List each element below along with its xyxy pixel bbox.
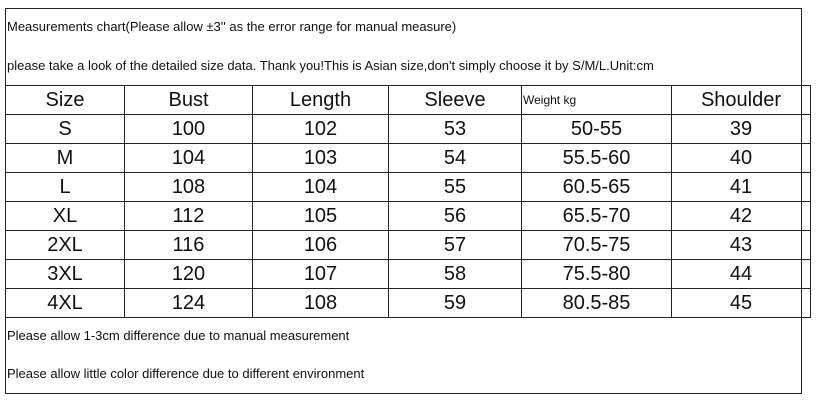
size-row: S 100 102 53 50-55 39: [5, 114, 811, 144]
column-header: Size: [5, 85, 125, 115]
cell: XL: [5, 201, 125, 231]
cell: 45: [671, 288, 811, 318]
cell: 50-55: [521, 114, 672, 144]
cell: S: [5, 114, 125, 144]
cell: 56: [388, 201, 522, 231]
size-row: 3XL 120 107 58 75.5-80 44: [5, 259, 811, 289]
cell: 55: [388, 172, 522, 202]
column-header: Bust: [124, 85, 253, 115]
size-row: M 104 103 54 55.5-60 40: [5, 143, 811, 173]
cell: 3XL: [5, 259, 125, 289]
size-table: Size Bust Length Sleeve Weight kg Shoulder S 10…: [5, 85, 811, 318]
column-header: Length: [252, 85, 389, 115]
column-header: Weight kg: [521, 85, 672, 115]
size-row: 4XL 124 108 59 80.5-85 45: [5, 288, 811, 318]
cell: M: [5, 143, 125, 173]
cell: 44: [671, 259, 811, 289]
cell: 104: [124, 143, 253, 173]
cell: 106: [252, 230, 389, 260]
cell: 80.5-85: [521, 288, 672, 318]
size-row: 2XL 116 106 57 70.5-75 43: [5, 230, 811, 260]
cell: 53: [388, 114, 522, 144]
cell: 104: [252, 172, 389, 202]
header-note: please take a look of the detailed size …: [7, 58, 654, 73]
column-header: Shoulder: [671, 85, 811, 115]
cell: 70.5-75: [521, 230, 672, 260]
cell: 100: [124, 114, 253, 144]
cell: 42: [671, 201, 811, 231]
cell: 4XL: [5, 288, 125, 318]
footer-note: Please allow little color difference due…: [7, 366, 365, 381]
cell: 124: [124, 288, 253, 318]
header-row: Size Bust Length Sleeve Weight kg Shoulder: [5, 85, 811, 115]
cell: 105: [252, 201, 389, 231]
cell: L: [5, 172, 125, 202]
cell: 60.5-65: [521, 172, 672, 202]
cell: 55.5-60: [521, 143, 672, 173]
cell: 120: [124, 259, 253, 289]
cell: 112: [124, 201, 253, 231]
cell: 39: [671, 114, 811, 144]
cell: 41: [671, 172, 811, 202]
cell: 75.5-80: [521, 259, 672, 289]
cell: 59: [388, 288, 522, 318]
cell: 108: [252, 288, 389, 318]
cell: 2XL: [5, 230, 125, 260]
cell: 54: [388, 143, 522, 173]
cell: 40: [671, 143, 811, 173]
cell: 58: [388, 259, 522, 289]
cell: 57: [388, 230, 522, 260]
column-header: Sleeve: [388, 85, 522, 115]
size-row: XL 112 105 56 65.5-70 42: [5, 201, 811, 231]
cell: 116: [124, 230, 253, 260]
cell: 108: [124, 172, 253, 202]
cell: 43: [671, 230, 811, 260]
footer-note: Please allow 1-3cm difference due to man…: [7, 328, 350, 343]
size-row: L 108 104 55 60.5-65 41: [5, 172, 811, 202]
cell: 103: [252, 143, 389, 173]
header-note: Measurements chart(Please allow ±3'' as …: [7, 19, 457, 34]
cell: 65.5-70: [521, 201, 672, 231]
cell: 107: [252, 259, 389, 289]
cell: 102: [252, 114, 389, 144]
